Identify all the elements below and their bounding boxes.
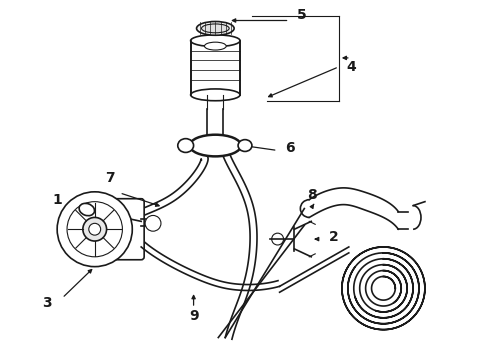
- Text: 5: 5: [296, 8, 306, 22]
- FancyBboxPatch shape: [191, 41, 240, 95]
- Ellipse shape: [178, 139, 194, 152]
- Ellipse shape: [190, 135, 241, 156]
- FancyBboxPatch shape: [84, 199, 144, 260]
- Ellipse shape: [196, 22, 234, 35]
- Text: 9: 9: [189, 309, 198, 323]
- Circle shape: [67, 202, 122, 257]
- Text: 2: 2: [329, 230, 339, 244]
- Circle shape: [57, 192, 132, 267]
- Text: 6: 6: [285, 141, 294, 156]
- Ellipse shape: [79, 203, 95, 216]
- Ellipse shape: [201, 24, 229, 33]
- Circle shape: [271, 233, 284, 245]
- Text: 1: 1: [52, 193, 62, 207]
- Circle shape: [145, 215, 161, 231]
- Text: 7: 7: [105, 171, 114, 185]
- Text: 8: 8: [307, 188, 317, 202]
- Ellipse shape: [204, 42, 226, 50]
- Text: 4: 4: [346, 60, 356, 74]
- Ellipse shape: [238, 140, 252, 152]
- Circle shape: [89, 223, 100, 235]
- Circle shape: [83, 217, 107, 241]
- Ellipse shape: [191, 35, 240, 46]
- Text: 3: 3: [43, 296, 52, 310]
- Ellipse shape: [191, 89, 240, 101]
